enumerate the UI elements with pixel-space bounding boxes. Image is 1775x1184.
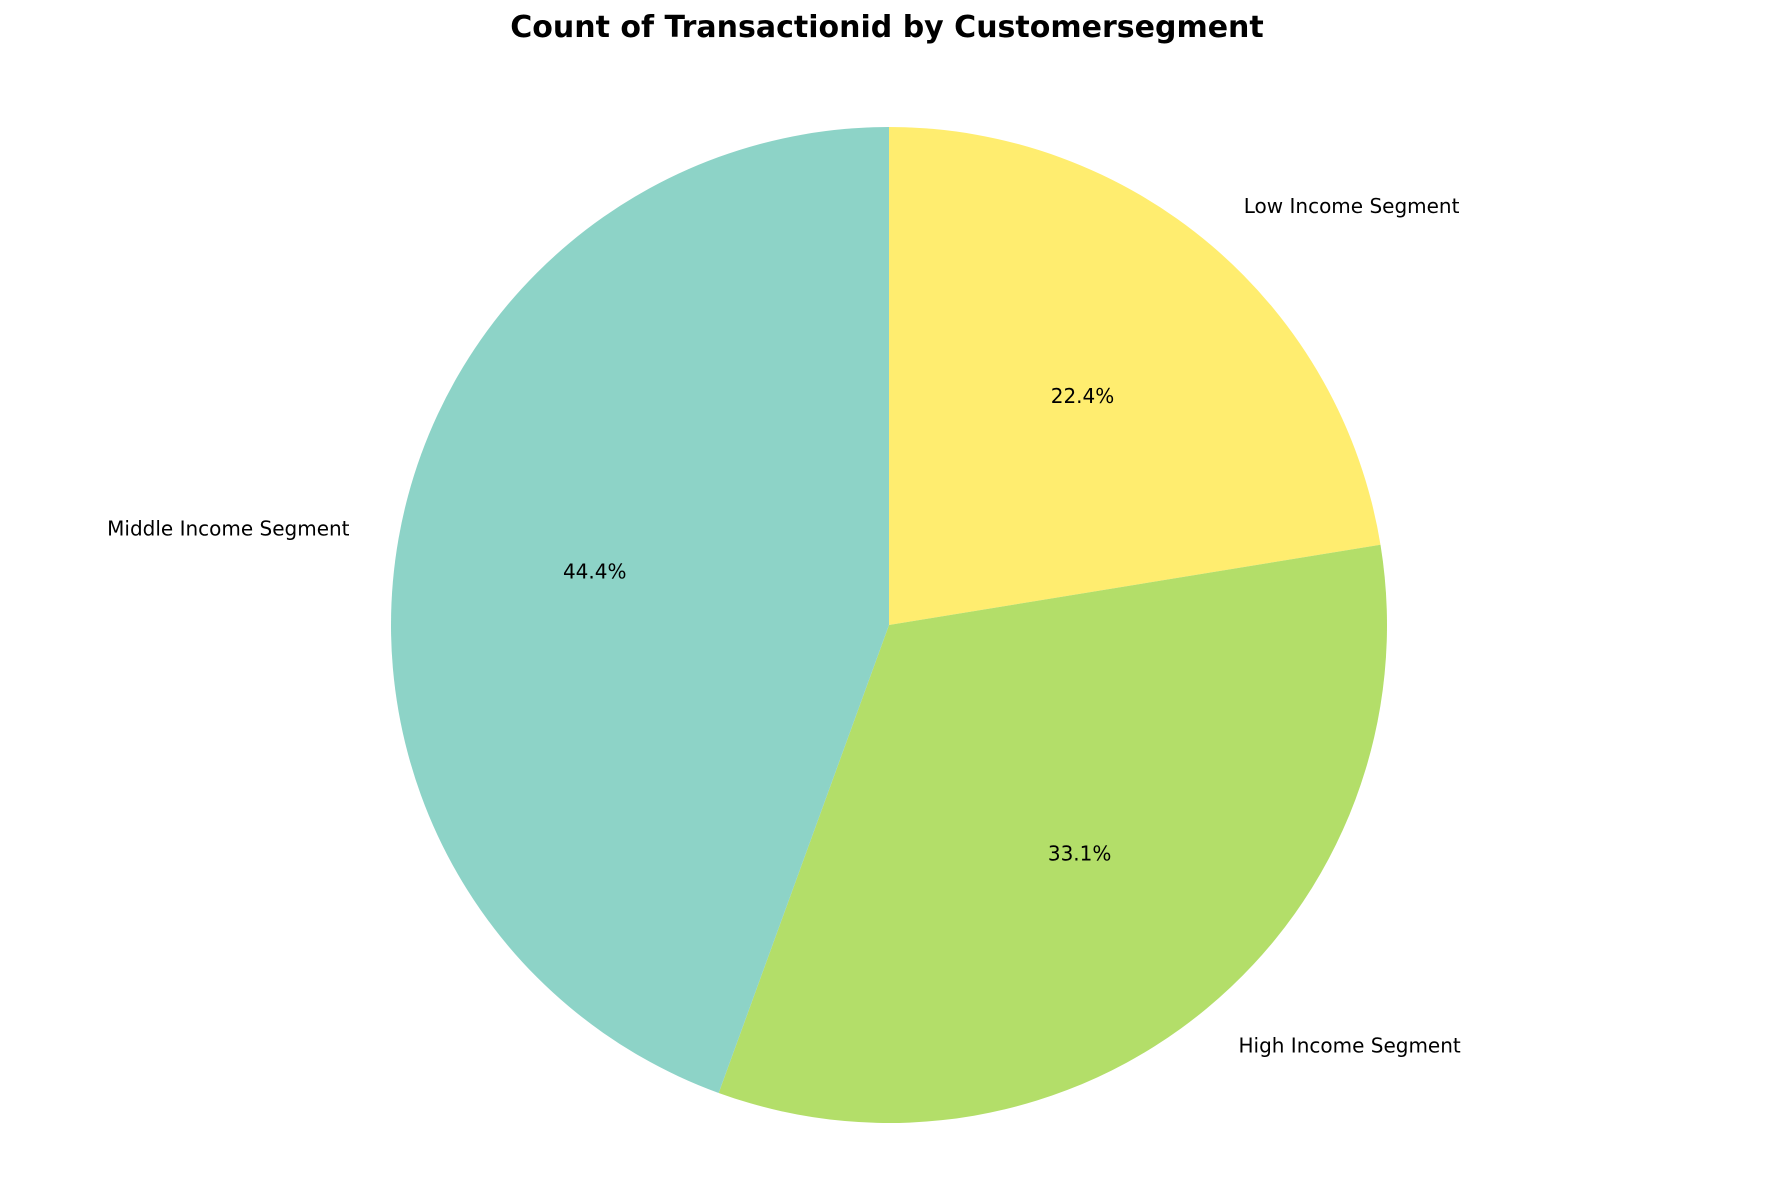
pie-slice-low-income-segment — [889, 127, 1381, 625]
slice-percent-high-income-segment: 33.1% — [1048, 842, 1112, 866]
slice-percent-low-income-segment: 22.4% — [1051, 384, 1115, 408]
pie-slice-high-income-segment — [718, 544, 1387, 1123]
slice-label-middle-income-segment: Middle Income Segment — [107, 516, 350, 540]
pie-labels: Low Income Segment 22.4% High Income Segme… — [107, 194, 1461, 1057]
slice-label-high-income-segment: High Income Segment — [1238, 1033, 1460, 1057]
slice-label-low-income-segment: Low Income Segment — [1244, 194, 1460, 218]
slice-percent-middle-income-segment: 44.4% — [563, 560, 627, 584]
pie-slices — [391, 127, 1387, 1123]
chart-title: Count of Transactionid by Customersegmen… — [510, 10, 1264, 45]
pie-slice-middle-income-segment — [391, 127, 889, 1093]
